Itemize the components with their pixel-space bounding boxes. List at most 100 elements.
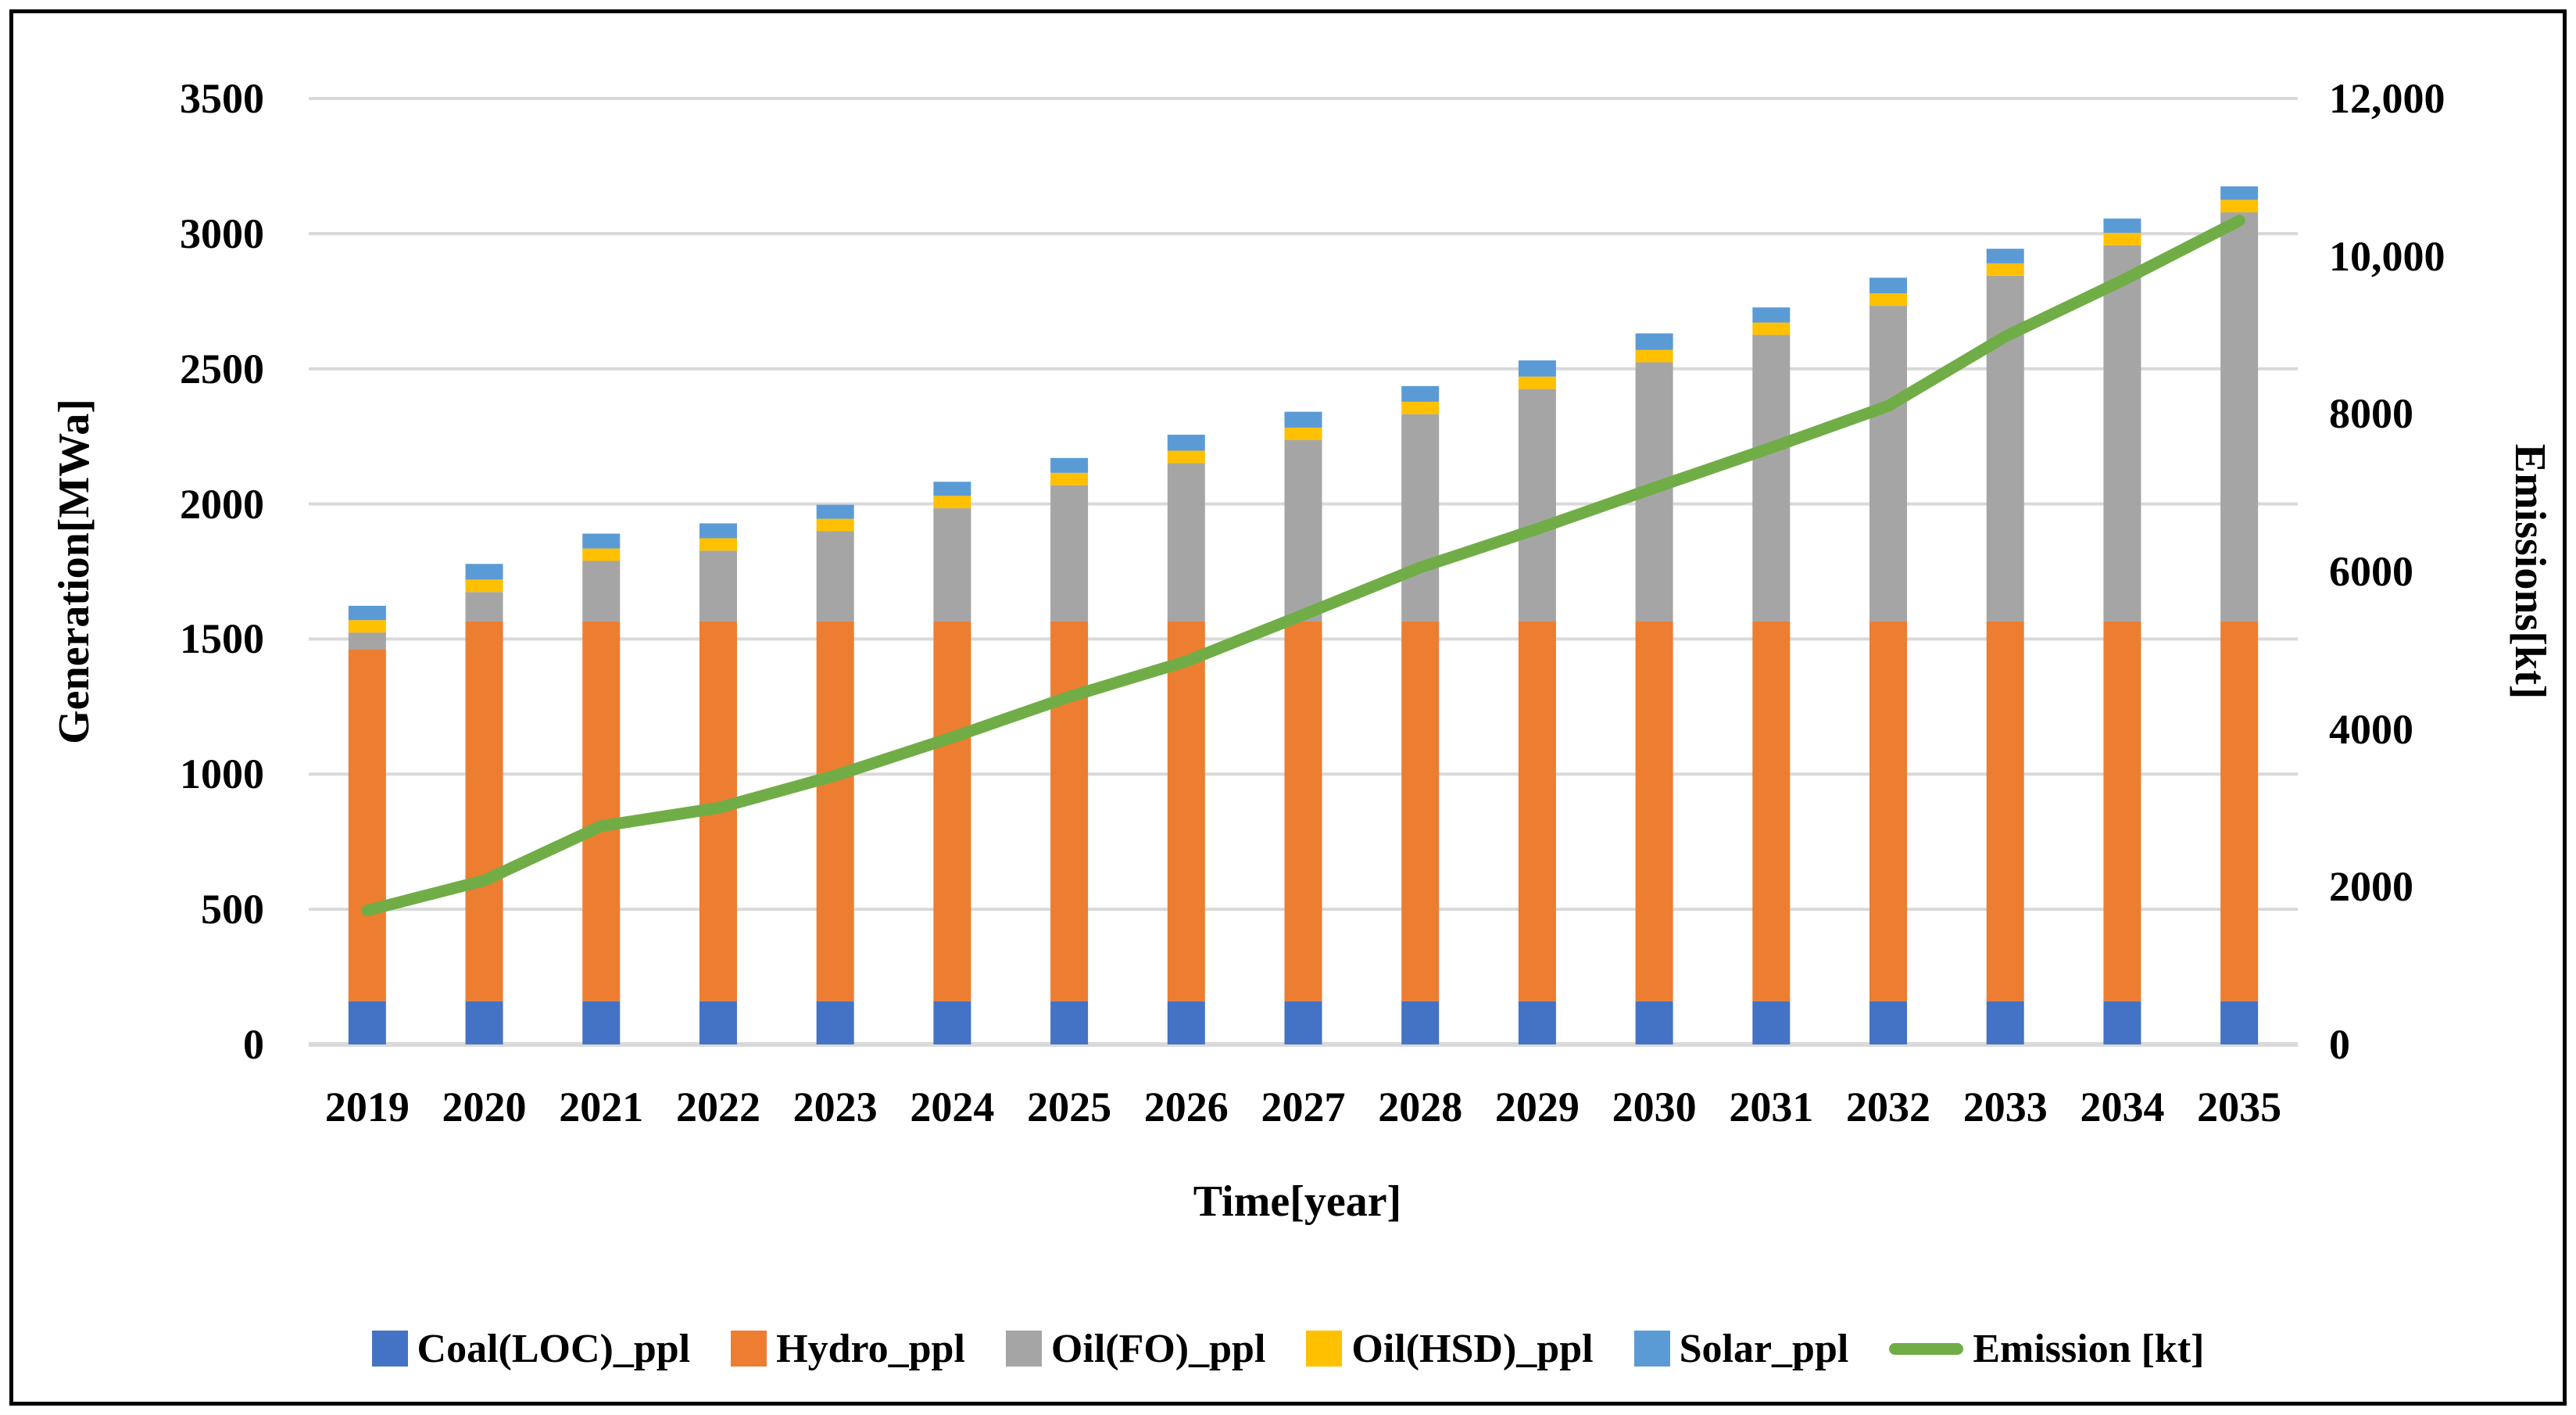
x-tick-2031: 2031 xyxy=(1729,1084,1814,1130)
bar-segment-Oil(HSD)_ppl-2026 xyxy=(1167,450,1205,464)
bar-segment-Oil(HSD)_ppl-2030 xyxy=(1635,349,1673,363)
bar-segment-Oil(FO)_ppl-2019 xyxy=(348,632,386,650)
bar-segment-Coal(LOC)_ppl-2022 xyxy=(699,1001,737,1044)
x-tick-2025: 2025 xyxy=(1027,1084,1112,1130)
bar-segment-Coal(LOC)_ppl-2024 xyxy=(933,1001,971,1044)
bar-segment-Oil(FO)_ppl-2032 xyxy=(1869,306,1908,622)
legend-item-Oil(FO)_ppl: Oil(FO)_ppl xyxy=(1005,1326,1266,1372)
x-tick-2021: 2021 xyxy=(559,1084,644,1130)
bar-segment-Coal(LOC)_ppl-2034 xyxy=(2103,1001,2141,1044)
bar-segment-Oil(HSD)_ppl-2019 xyxy=(348,620,386,633)
bar-segment-Oil(HSD)_ppl-2034 xyxy=(2103,232,2141,245)
bar-segment-Solar_ppl-2028 xyxy=(1401,385,1440,402)
bar-segment-Oil(HSD)_ppl-2028 xyxy=(1401,401,1440,414)
bar-segment-Solar_ppl-2020 xyxy=(465,564,503,580)
legend-label-Oil(HSD)_ppl: Oil(HSD)_ppl xyxy=(1351,1326,1594,1371)
bar-segment-Hydro_ppl-2021 xyxy=(582,621,621,1001)
bar-segment-Oil(HSD)_ppl-2021 xyxy=(582,548,621,561)
legend-line-marker-Emission [kt] xyxy=(1889,1342,1964,1355)
right-tick-10,000: 10,000 xyxy=(2329,232,2445,280)
legend-item-Hydro_ppl: Hydro_ppl xyxy=(731,1326,965,1372)
bar-segment-Coal(LOC)_ppl-2035 xyxy=(2220,1001,2259,1044)
bar-segment-Solar_ppl-2024 xyxy=(933,482,971,496)
bar-segment-Oil(HSD)_ppl-2024 xyxy=(933,496,971,509)
bar-segment-Solar_ppl-2033 xyxy=(1986,249,2024,263)
right-axis-title: Emissions[kt] xyxy=(2506,443,2554,700)
x-tick-2024: 2024 xyxy=(910,1084,995,1130)
bar-segment-Oil(HSD)_ppl-2035 xyxy=(2220,199,2259,213)
legend-label-Solar_ppl: Solar_ppl xyxy=(1679,1326,1849,1371)
bar-segment-Hydro_ppl-2034 xyxy=(2103,621,2141,1001)
bar-segment-Hydro_ppl-2026 xyxy=(1167,621,1205,1001)
emission-line xyxy=(361,214,2245,917)
left-tick-3500: 3500 xyxy=(180,75,264,122)
bar-segment-Solar_ppl-2034 xyxy=(2103,218,2141,233)
left-tick-3000: 3000 xyxy=(180,210,264,257)
bar-segment-Hydro_ppl-2031 xyxy=(1752,621,1791,1001)
bar-segment-Coal(LOC)_ppl-2025 xyxy=(1050,1001,1089,1044)
right-tick-8000: 8000 xyxy=(2329,390,2413,438)
bar-segment-Solar_ppl-2019 xyxy=(348,605,386,621)
bar-segment-Hydro_ppl-2027 xyxy=(1284,621,1322,1001)
bar-segment-Coal(LOC)_ppl-2019 xyxy=(348,1001,386,1044)
x-tick-2022: 2022 xyxy=(675,1084,760,1130)
bar-segment-Oil(FO)_ppl-2031 xyxy=(1752,335,1791,622)
bar-segment-Solar_ppl-2022 xyxy=(699,523,737,539)
bar-segment-Coal(LOC)_ppl-2031 xyxy=(1752,1001,1791,1044)
bar-segment-Hydro_ppl-2029 xyxy=(1518,621,1556,1001)
bar-segment-Coal(LOC)_ppl-2030 xyxy=(1635,1001,1673,1044)
x-tick-2028: 2028 xyxy=(1378,1084,1463,1130)
left-tick-2000: 2000 xyxy=(180,480,264,528)
bar-segment-Coal(LOC)_ppl-2033 xyxy=(1986,1001,2024,1044)
bar-segment-Oil(HSD)_ppl-2029 xyxy=(1518,376,1556,389)
legend-item-Emission [kt]: Emission [kt] xyxy=(1889,1326,2204,1372)
x-tick-2020: 2020 xyxy=(442,1084,527,1130)
legend-label-Emission [kt]: Emission [kt] xyxy=(1973,1326,2205,1371)
legend-item-Coal(LOC)_ppl: Coal(LOC)_ppl xyxy=(371,1326,691,1372)
bar-segment-Hydro_ppl-2032 xyxy=(1869,621,1908,1001)
bar-segment-Oil(FO)_ppl-2021 xyxy=(582,561,621,622)
bar-segment-Oil(HSD)_ppl-2033 xyxy=(1986,263,2024,276)
bar-segment-Coal(LOC)_ppl-2020 xyxy=(465,1001,503,1044)
legend-swatch-Coal(LOC)_ppl xyxy=(371,1331,408,1367)
bar-segment-Oil(HSD)_ppl-2032 xyxy=(1869,293,1908,306)
bar-segment-Oil(HSD)_ppl-2025 xyxy=(1050,472,1089,485)
bar-segment-Hydro_ppl-2035 xyxy=(2220,621,2259,1001)
bar-segment-Oil(FO)_ppl-2028 xyxy=(1401,414,1440,622)
bar-segment-Oil(FO)_ppl-2034 xyxy=(2103,245,2141,622)
bar-segment-Oil(FO)_ppl-2026 xyxy=(1167,463,1205,622)
right-tick-6000: 6000 xyxy=(2329,548,2413,595)
legend-swatch-Oil(FO)_ppl xyxy=(1005,1331,1042,1367)
right-tick-2000: 2000 xyxy=(2329,863,2413,911)
x-tick-2029: 2029 xyxy=(1494,1084,1580,1130)
left-axis-title: Generation[MWa] xyxy=(50,399,98,744)
bar-segment-Solar_ppl-2031 xyxy=(1752,307,1791,323)
right-tick-12,000: 12,000 xyxy=(2329,75,2445,122)
bar-segment-Oil(HSD)_ppl-2022 xyxy=(699,538,737,551)
left-tick-500: 500 xyxy=(201,886,264,933)
bar-segment-Oil(HSD)_ppl-2023 xyxy=(816,518,854,532)
bar-segment-Oil(HSD)_ppl-2020 xyxy=(465,579,503,593)
bar-segment-Solar_ppl-2026 xyxy=(1167,435,1205,451)
bar-segment-Coal(LOC)_ppl-2026 xyxy=(1167,1001,1205,1044)
bar-segment-Oil(FO)_ppl-2035 xyxy=(2220,212,2259,622)
x-axis-title: Time[year] xyxy=(1193,1177,1402,1226)
bar-segment-Solar_ppl-2029 xyxy=(1518,360,1556,377)
bar-segment-Solar_ppl-2032 xyxy=(1869,278,1908,294)
left-tick-1000: 1000 xyxy=(180,750,264,798)
bar-segment-Oil(FO)_ppl-2020 xyxy=(465,592,503,622)
bar-segment-Coal(LOC)_ppl-2029 xyxy=(1518,1001,1556,1044)
bar-segment-Oil(FO)_ppl-2023 xyxy=(816,531,854,622)
bar-segment-Solar_ppl-2025 xyxy=(1050,457,1089,473)
legend-label-Coal(LOC)_ppl: Coal(LOC)_ppl xyxy=(417,1326,691,1371)
right-tick-0: 0 xyxy=(2329,1021,2350,1068)
bar-segment-Hydro_ppl-2030 xyxy=(1635,621,1673,1001)
x-tick-2027: 2027 xyxy=(1261,1084,1346,1130)
legend-item-Solar_ppl: Solar_ppl xyxy=(1633,1326,1849,1372)
bar-segment-Hydro_ppl-2025 xyxy=(1050,621,1089,1001)
bar-segment-Coal(LOC)_ppl-2032 xyxy=(1869,1001,1908,1044)
bar-segment-Oil(FO)_ppl-2022 xyxy=(699,550,737,622)
legend-label-Oil(FO)_ppl: Oil(FO)_ppl xyxy=(1050,1326,1266,1371)
